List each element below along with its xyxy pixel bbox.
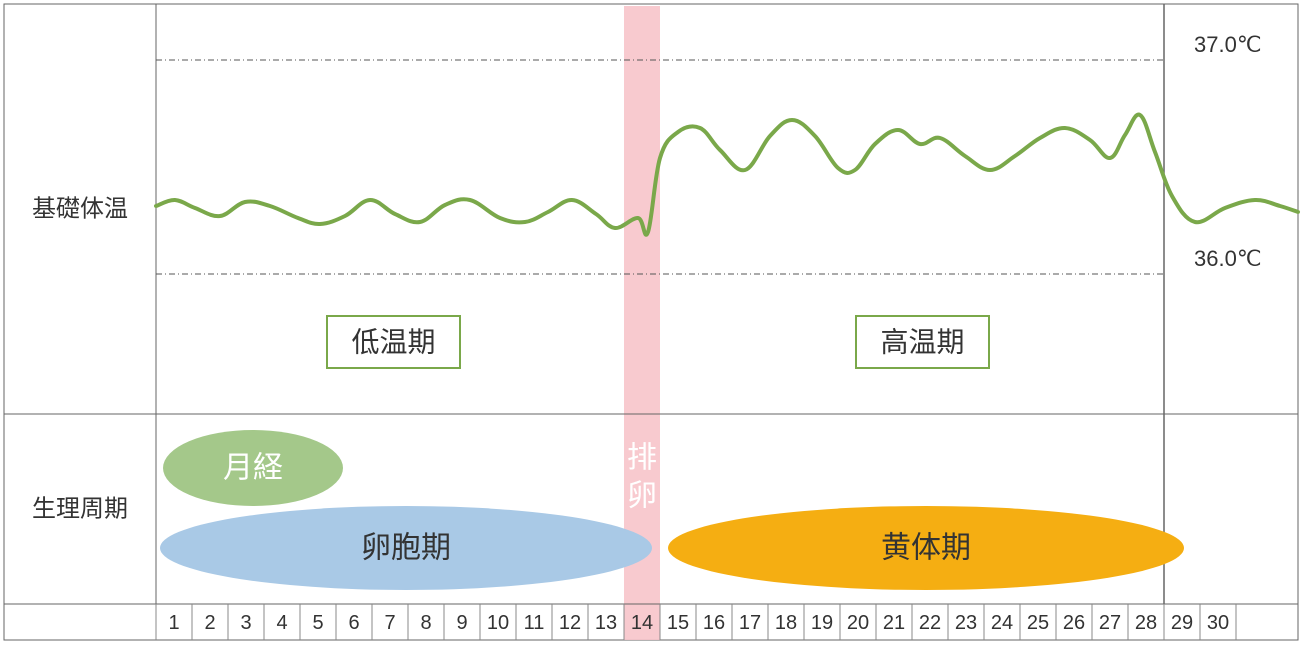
day-number-10: 10 — [487, 612, 509, 634]
day-number-23: 23 — [955, 612, 977, 634]
phase-box-label-0: 低温期 — [351, 327, 435, 358]
day-number-4: 4 — [276, 612, 287, 634]
day-number-19: 19 — [811, 612, 833, 634]
row-label-cycle: 生理周期 — [32, 496, 128, 523]
day-number-1: 1 — [168, 612, 179, 634]
day-number-24: 24 — [991, 612, 1013, 634]
cycle-ellipse-label-2: 黄体期 — [881, 532, 971, 565]
chart-svg: 37.0℃36.0℃低温期高温期基礎体温生理周期月経卵胞期黄体期排卵123456… — [0, 0, 1302, 646]
day-number-8: 8 — [420, 612, 431, 634]
day-number-18: 18 — [775, 612, 797, 634]
day-number-26: 26 — [1063, 612, 1085, 634]
bbt-curve — [156, 115, 1298, 235]
row-label-bbt: 基礎体温 — [32, 196, 128, 223]
day-number-7: 7 — [384, 612, 395, 634]
phase-box-label-1: 高温期 — [880, 327, 964, 358]
day-number-17: 17 — [739, 612, 761, 634]
cycle-ellipse-label-0: 月経 — [223, 452, 283, 485]
ovulation-label-2: 卵 — [627, 480, 657, 513]
day-number-9: 9 — [456, 612, 467, 634]
day-number-16: 16 — [703, 612, 725, 634]
day-number-28: 28 — [1135, 612, 1157, 634]
day-number-29: 29 — [1171, 612, 1193, 634]
day-number-12: 12 — [559, 612, 581, 634]
ovulation-label-1: 排 — [627, 442, 657, 475]
day-number-14: 14 — [631, 612, 653, 634]
day-number-25: 25 — [1027, 612, 1049, 634]
day-number-6: 6 — [348, 612, 359, 634]
day-number-21: 21 — [883, 612, 905, 634]
day-number-13: 13 — [595, 612, 617, 634]
day-number-22: 22 — [919, 612, 941, 634]
bbt-cycle-diagram: 37.0℃36.0℃低温期高温期基礎体温生理周期月経卵胞期黄体期排卵123456… — [0, 0, 1302, 646]
temp-ref-label-0: 37.0℃ — [1194, 32, 1262, 57]
day-number-30: 30 — [1207, 612, 1229, 634]
day-number-27: 27 — [1099, 612, 1121, 634]
day-number-11: 11 — [524, 612, 545, 634]
day-number-3: 3 — [240, 612, 251, 634]
day-number-15: 15 — [667, 612, 689, 634]
temp-ref-label-1: 36.0℃ — [1194, 246, 1262, 271]
day-number-20: 20 — [847, 612, 869, 634]
day-number-5: 5 — [312, 612, 323, 634]
day-number-2: 2 — [204, 612, 215, 634]
cycle-ellipse-label-1: 卵胞期 — [361, 532, 451, 565]
